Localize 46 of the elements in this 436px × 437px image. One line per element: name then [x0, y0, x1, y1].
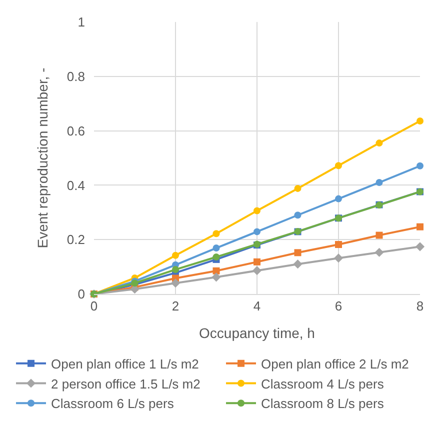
y-tick-label: 1 [78, 14, 85, 30]
point [376, 178, 383, 186]
point [293, 260, 302, 269]
point [416, 162, 424, 170]
point [294, 249, 302, 256]
point [254, 258, 260, 266]
point [416, 118, 424, 125]
point [374, 248, 384, 257]
x-tick-label: 4 [253, 298, 261, 314]
point [294, 184, 302, 192]
point [170, 278, 180, 288]
y-tick-label: 0.2 [66, 232, 85, 248]
x-tick-label: 8 [416, 298, 424, 314]
point [212, 230, 220, 238]
x-axis-title: Occupancy time, h [199, 324, 315, 341]
legend-label: Classroom 6 L/s pers [51, 396, 174, 412]
point [415, 242, 425, 252]
point [376, 140, 383, 147]
point [416, 223, 424, 230]
point [172, 266, 179, 274]
y-tick-label: 0.4 [66, 178, 85, 193]
point [335, 241, 342, 248]
point [376, 232, 383, 239]
legend-label: Open plan office 2 L/s m2 [261, 356, 409, 372]
y-tick-label: 0 [78, 286, 85, 302]
y-tick-label: 0.6 [66, 123, 85, 138]
point [334, 254, 344, 263]
point [172, 252, 179, 259]
point [212, 244, 220, 252]
legend-label: Classroom 4 L/s pers [261, 376, 384, 392]
y-axis-title: Event reproduction number, - [34, 67, 51, 248]
point [294, 212, 302, 219]
point [335, 162, 342, 170]
point [254, 207, 260, 214]
legend-label: Open plan office 1 L/s m2 [51, 356, 199, 372]
point [212, 272, 221, 282]
point [212, 267, 220, 274]
point [335, 195, 342, 202]
legend-label: 2 person office 1.5 L/s m2 [51, 376, 200, 392]
x-tick-label: 2 [172, 298, 180, 314]
x-tick-label: 6 [334, 298, 342, 314]
legend-label: Classroom 8 L/s pers [261, 396, 384, 412]
y-tick-label: 0.8 [66, 68, 85, 84]
point [252, 266, 262, 276]
point [254, 228, 260, 236]
x-tick-label: 0 [90, 298, 98, 314]
